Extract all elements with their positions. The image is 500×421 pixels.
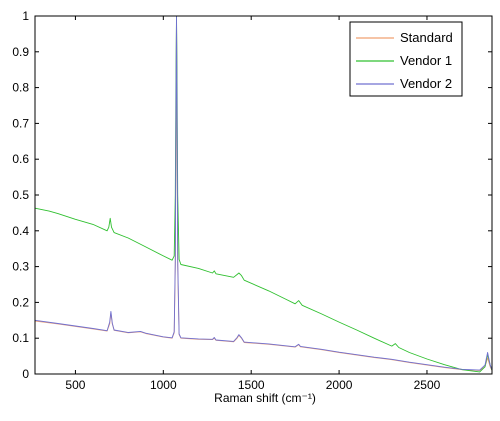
x-tick-label: 2500 — [414, 378, 441, 392]
y-tick-label: 0.8 — [12, 81, 29, 95]
y-axis-ticks: 0 0.1 0.2 0.3 0.4 0.5 0.6 0.7 0.8 0.9 1 — [12, 9, 492, 381]
y-tick-label: 0.7 — [12, 116, 29, 130]
y-tick-label: 0.5 — [12, 188, 29, 202]
y-tick-label: 0.4 — [12, 224, 29, 238]
x-axis-label: Raman shift (cm⁻¹) — [214, 391, 316, 405]
legend-label: Vendor 2 — [400, 76, 452, 91]
legend-label: Vendor 1 — [400, 53, 452, 68]
legend: Standard Vendor 1 Vendor 2 — [349, 21, 463, 97]
series-line-2 — [34, 15, 493, 373]
plot-series — [34, 15, 493, 373]
y-tick-label: 1 — [22, 9, 29, 23]
y-tick-label: 0.6 — [12, 152, 29, 166]
x-tick-label: 500 — [65, 378, 85, 392]
x-tick-label: 1000 — [150, 378, 177, 392]
y-tick-label: 0.9 — [12, 45, 29, 59]
y-tick-label: 0.1 — [12, 331, 29, 345]
x-tick-label: 1500 — [238, 378, 265, 392]
series-line-3 — [34, 15, 493, 371]
y-tick-label: 0.2 — [12, 295, 29, 309]
x-tick-label: 2000 — [326, 378, 353, 392]
y-tick-label: 0 — [22, 367, 29, 381]
legend-label: Standard — [400, 30, 453, 45]
y-tick-label: 0.3 — [12, 260, 29, 274]
x-axis-ticks: 500 1000 1500 2000 2500 — [65, 16, 441, 392]
legend-entries: Standard Vendor 1 Vendor 2 — [356, 30, 453, 91]
